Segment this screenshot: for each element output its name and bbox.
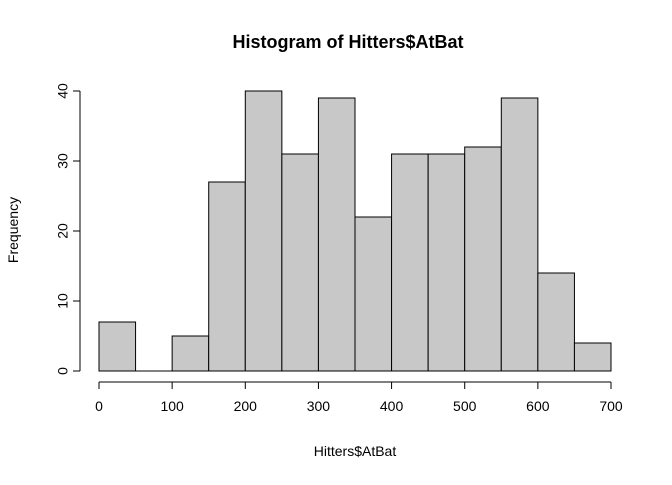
x-tick-label-0: 0: [95, 398, 103, 414]
y-tick-label-2: 20: [55, 223, 71, 239]
histogram-bar-0: [98, 321, 137, 372]
histogram-bar-6: [317, 97, 356, 372]
histogram-bar-8: [391, 153, 429, 372]
chart-title: Histogram of Hitters$AtBat: [232, 32, 463, 52]
histogram-bar-4: [244, 90, 283, 372]
bars-layer: [98, 90, 612, 372]
histogram-bar-12: [537, 272, 575, 372]
x-tick-label-4: 400: [380, 398, 404, 414]
histogram-bar-10: [464, 146, 502, 372]
y-tick-label-1: 10: [55, 293, 71, 309]
histogram-bar-13: [573, 342, 612, 372]
x-tick-label-3: 300: [307, 398, 331, 414]
y-tick-label-0: 0: [55, 367, 71, 375]
histogram-bar-3: [208, 181, 246, 372]
y-tick-label-4: 40: [55, 83, 71, 99]
x-tick-label-6: 600: [526, 398, 550, 414]
x-axis: 0 100 200 300 400 500 600 700: [95, 381, 623, 414]
x-tick-label-7: 700: [599, 398, 623, 414]
y-tick-label-3: 30: [55, 153, 71, 169]
histogram-bar-2: [171, 335, 210, 372]
histogram-bar-11: [500, 97, 539, 372]
x-axis-label: Hitters$AtBat: [314, 443, 397, 459]
y-axis-label: Frequency: [5, 197, 21, 263]
x-tick-label-5: 500: [453, 398, 477, 414]
x-tick-label-1: 100: [160, 398, 184, 414]
x-tick-label-2: 200: [234, 398, 258, 414]
histogram-bar-9: [427, 153, 466, 372]
histogram-bar-7: [354, 216, 393, 372]
y-axis: 0 10 20 30 40: [55, 83, 81, 375]
histogram-bar-5: [281, 153, 319, 372]
